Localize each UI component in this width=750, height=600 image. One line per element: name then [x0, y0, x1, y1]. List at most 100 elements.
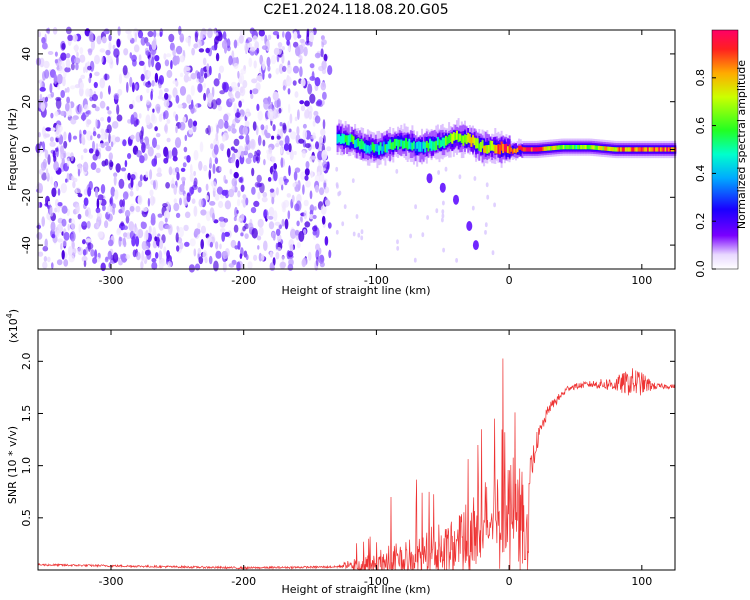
noise-speckle	[174, 137, 182, 149]
signal-core-cell	[572, 145, 575, 150]
spectrogram-signal-layer	[335, 118, 677, 263]
noise-speckle	[213, 78, 220, 87]
noise-speckle	[176, 171, 180, 181]
noise-speckle	[222, 261, 227, 273]
noise-speckle	[40, 101, 46, 112]
noise-speckle	[197, 186, 202, 193]
noise-speckle	[328, 249, 332, 259]
noise-speckle	[135, 118, 140, 126]
noise-speckle	[155, 152, 162, 159]
noise-speckle	[218, 65, 225, 73]
noise-speckle	[213, 144, 219, 155]
noise-speckle	[99, 91, 103, 100]
noise-speckle	[36, 232, 43, 240]
noise-speckle	[100, 143, 105, 149]
noise-speckle	[250, 207, 257, 214]
noise-speckle	[82, 129, 87, 135]
noise-speckle	[193, 149, 199, 161]
noise-speckle	[191, 184, 198, 190]
noise-speckle	[200, 67, 204, 77]
signal-core-cell	[424, 142, 427, 153]
signal-core-cell	[430, 140, 433, 152]
noise-speckle	[88, 214, 93, 220]
noise-speckle	[236, 261, 241, 272]
noise-speckle	[37, 183, 43, 194]
signal-core-cell	[414, 143, 417, 152]
noise-speckle	[160, 261, 166, 267]
noise-speckle	[219, 143, 225, 151]
faint-speckle	[473, 176, 477, 181]
noise-speckle	[107, 250, 113, 260]
y-tick-label: 2.0	[20, 353, 33, 371]
noise-speckle	[248, 57, 253, 68]
noise-speckle	[194, 228, 201, 235]
signal-core-cell	[409, 142, 412, 150]
noise-speckle	[70, 218, 76, 230]
noise-speckle	[45, 127, 52, 132]
noise-speckle	[87, 242, 94, 250]
noise-speckle	[299, 100, 305, 105]
noise-speckle	[88, 48, 93, 56]
noise-speckle	[135, 236, 140, 247]
noise-speckle	[101, 160, 107, 167]
noise-speckle	[129, 103, 134, 110]
faint-speckle	[409, 233, 412, 239]
noise-speckle	[253, 254, 258, 261]
faint-speckle	[396, 246, 400, 251]
noise-speckle	[154, 236, 158, 242]
noise-speckle	[285, 31, 292, 41]
noise-speckle	[68, 101, 72, 113]
noise-speckle	[253, 60, 257, 69]
noise-speckle	[176, 225, 179, 231]
signal-core-cell	[355, 139, 358, 148]
noise-speckle	[304, 221, 311, 228]
signal-core-cell	[444, 135, 447, 146]
signal-core-cell	[397, 139, 400, 150]
noise-speckle	[164, 224, 171, 230]
noise-speckle	[295, 229, 299, 236]
noise-speckle	[145, 142, 150, 149]
noise-speckle	[320, 128, 326, 137]
noise-speckle	[87, 110, 92, 115]
noise-speckle	[138, 54, 142, 63]
noise-speckle	[293, 31, 298, 41]
noise-speckle	[113, 93, 120, 100]
signal-core-cell	[401, 140, 404, 149]
signal-core-cell	[651, 147, 654, 152]
noise-speckle	[95, 167, 101, 174]
noise-speckle	[309, 93, 316, 104]
noise-speckle	[280, 147, 283, 154]
noise-speckle	[130, 134, 135, 140]
faint-speckle	[426, 215, 429, 220]
noise-speckle	[295, 200, 302, 212]
noise-speckle	[233, 171, 239, 179]
faint-speckle	[396, 239, 399, 245]
signal-core-cell	[648, 147, 651, 152]
noise-speckle	[203, 92, 207, 101]
noise-speckle	[279, 122, 283, 127]
noise-speckle	[165, 150, 169, 161]
noise-speckle	[315, 249, 320, 260]
signal-core-cell	[537, 147, 540, 152]
x-tick-label: 100	[631, 575, 652, 588]
signal-core-cell	[433, 141, 436, 151]
noise-speckle	[153, 37, 157, 45]
noise-speckle	[54, 51, 58, 57]
noise-speckle	[266, 56, 271, 67]
noise-speckle	[235, 159, 240, 169]
noise-speckle	[75, 203, 80, 214]
signal-core-cell	[440, 140, 443, 148]
noise-speckle	[44, 149, 49, 159]
noise-speckle	[293, 150, 297, 156]
signal-core-cell	[580, 145, 583, 150]
noise-speckle	[262, 70, 265, 80]
noise-speckle	[184, 199, 188, 205]
noise-speckle	[68, 132, 72, 143]
noise-speckle	[146, 88, 150, 94]
noise-speckle	[151, 158, 157, 167]
noise-speckle	[56, 230, 60, 238]
noise-speckle	[90, 249, 95, 257]
noise-speckle	[99, 77, 106, 89]
noise-speckle	[156, 32, 160, 37]
signal-core-cell	[585, 145, 587, 150]
